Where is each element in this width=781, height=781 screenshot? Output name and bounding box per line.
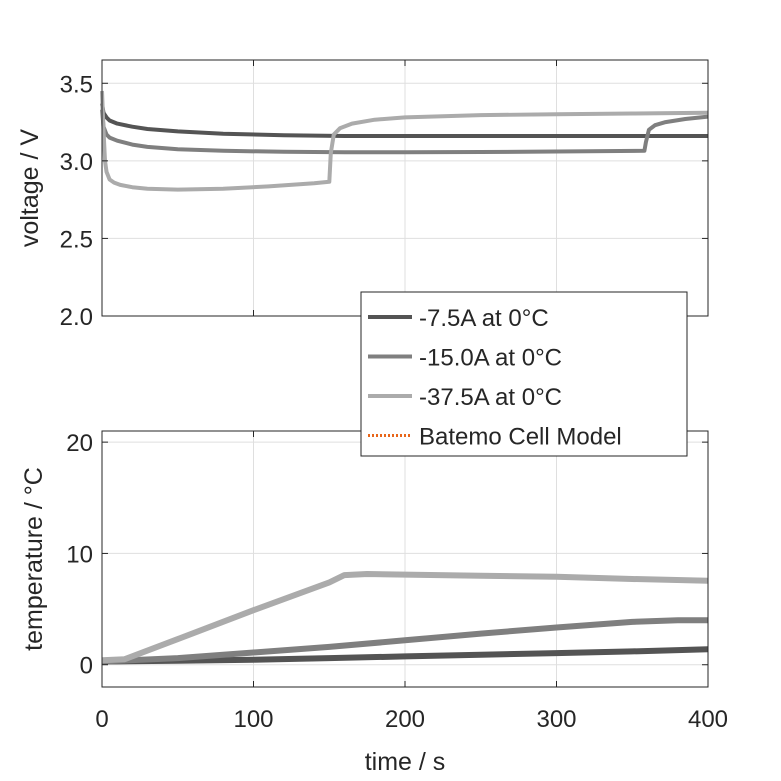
legend-label: Batemo Cell Model (419, 424, 622, 451)
temperature-plot: 0 100 200 300 400 0 10 20 temperature / °C time… (20, 430, 728, 776)
temperature-xtick-label: 300 (536, 706, 576, 733)
voltage-series-line-2 (100, 109, 709, 155)
voltage-plot: 2.0 2.5 3.0 3.5 voltage / V (16, 59, 709, 331)
voltage-ytick-label: 2.0 (60, 304, 93, 331)
temperature-series-line-3 (101, 571, 709, 664)
legend-box (360, 291, 688, 457)
temperature-plot-ticks: 0 100 200 300 400 0 10 20 (66, 430, 728, 733)
temperature-xtick-label: 400 (688, 706, 728, 733)
temperature-series-line-2 (101, 617, 708, 665)
voltage-series-line-3 (100, 90, 709, 192)
time-axis-label: time / s (365, 748, 446, 776)
legend-label: -37.5A at 0°C (419, 384, 562, 411)
temperature-xtick-label: 200 (385, 706, 425, 733)
temperature-axis-label: temperature / °C (20, 467, 48, 651)
voltage-axis-label: voltage / V (16, 129, 44, 247)
voltage-ytick-label: 2.5 (60, 226, 93, 253)
voltage-ytick-label: 3.5 (60, 71, 93, 98)
legend: -7.5A at 0°C -15.0A at 0°C -37.5A at 0°C Ba… (360, 291, 688, 457)
legend-label: -15.0A at 0°C (419, 345, 562, 372)
temperature-ytick-label: 0 (80, 653, 93, 680)
voltage-plot-lines (100, 90, 709, 192)
temperature-xtick-label: 0 (95, 706, 108, 733)
temperature-plot-lines (101, 571, 709, 665)
temperature-xtick-label: 100 (233, 706, 273, 733)
legend-label: -7.5A at 0°C (419, 305, 549, 332)
voltage-ytick-label: 3.0 (60, 149, 93, 176)
temperature-ytick-label: 10 (66, 541, 93, 568)
temperature-ytick-label: 20 (66, 430, 93, 457)
voltage-series-line-1 (100, 103, 708, 138)
